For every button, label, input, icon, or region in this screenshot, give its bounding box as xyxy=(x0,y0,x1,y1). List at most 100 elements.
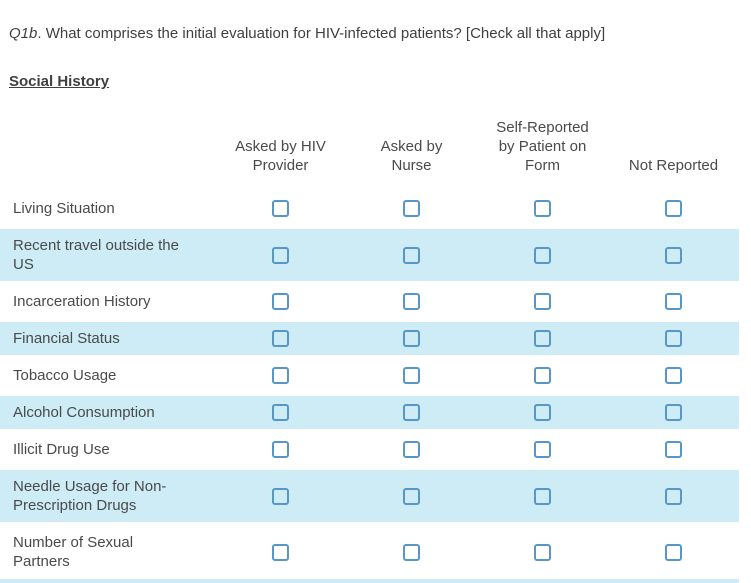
section-title: Social History xyxy=(9,73,110,90)
table-row: Needle Usage for Non-Prescription Drugs xyxy=(0,470,739,522)
checkbox[interactable] xyxy=(665,543,682,561)
checkbox-cell xyxy=(608,246,739,264)
matrix-header-row: Asked by HIV Provider Asked by Nurse Self-… xyxy=(0,104,739,188)
checkbox[interactable] xyxy=(534,293,551,310)
checkbox-cell xyxy=(477,200,608,217)
table-row: Alcohol Consumption xyxy=(0,396,739,429)
checkbox-cell xyxy=(477,487,608,505)
checkbox-cell xyxy=(215,293,346,310)
checkbox-cell xyxy=(608,543,739,561)
row-label: Alcohol Consumption xyxy=(13,404,155,421)
row-label: Recent travel outside the US xyxy=(13,237,179,273)
checkbox[interactable] xyxy=(665,246,682,264)
checkbox-cell xyxy=(608,330,739,347)
column-header-label: Asked by HIV Provider xyxy=(235,138,326,174)
checkbox[interactable] xyxy=(403,330,420,347)
checkbox-cell xyxy=(477,330,608,347)
checkbox[interactable] xyxy=(272,404,289,421)
checkbox-cell xyxy=(477,543,608,561)
table-row: Recent travel outside the US xyxy=(0,229,739,281)
checkbox[interactable] xyxy=(272,487,289,505)
social-history-matrix: Asked by HIV Provider Asked by Nurse Self-… xyxy=(0,104,739,582)
checkbox[interactable] xyxy=(272,367,289,384)
checkbox[interactable] xyxy=(534,404,551,421)
checkbox[interactable] xyxy=(403,246,420,264)
checkbox[interactable] xyxy=(665,441,682,458)
checkbox-cell xyxy=(346,330,477,347)
checkbox-cell xyxy=(215,200,346,217)
column-header-not-reported: Not Reported xyxy=(608,156,739,175)
checkbox-cell xyxy=(346,293,477,310)
question-body: . What comprises the initial evaluation … xyxy=(37,25,606,42)
checkbox-cell xyxy=(608,200,739,217)
checkbox[interactable] xyxy=(665,487,682,505)
checkbox[interactable] xyxy=(665,293,682,310)
checkbox-cell xyxy=(608,367,739,384)
checkbox[interactable] xyxy=(403,200,420,217)
question-text: Q1b. What comprises the initial evaluati… xyxy=(9,24,741,43)
checkbox[interactable] xyxy=(534,330,551,347)
checkbox-cell xyxy=(346,404,477,421)
checkbox[interactable] xyxy=(272,293,289,310)
checkbox[interactable] xyxy=(272,330,289,347)
checkbox-cell xyxy=(215,543,346,561)
table-row: Illicit Drug Use xyxy=(0,429,739,470)
row-label: Incarceration History xyxy=(13,293,151,310)
checkbox[interactable] xyxy=(272,441,289,458)
checkbox-cell xyxy=(215,441,346,458)
checkbox-cell xyxy=(608,293,739,310)
checkbox[interactable] xyxy=(534,246,551,264)
checkbox-cell xyxy=(477,367,608,384)
matrix-rows: Living Situation Recent travel outside th… xyxy=(0,188,739,582)
checkbox[interactable] xyxy=(665,330,682,347)
checkbox-cell xyxy=(477,246,608,264)
row-label: Financial Status xyxy=(13,330,120,347)
column-header-label: Not Reported xyxy=(628,157,719,174)
checkbox-cell xyxy=(477,404,608,421)
row-label: Number of Sexual Partners xyxy=(13,534,134,570)
table-row: Living Situation xyxy=(0,188,739,229)
table-row: Financial Status xyxy=(0,322,739,355)
column-header-label: Asked by Nurse xyxy=(380,138,443,174)
checkbox[interactable] xyxy=(534,200,551,217)
checkbox-cell xyxy=(215,246,346,264)
checkbox-cell xyxy=(477,441,608,458)
checkbox[interactable] xyxy=(403,487,420,505)
table-row: Incarceration History xyxy=(0,281,739,322)
column-header-asked-by-nurse: Asked by Nurse xyxy=(346,137,477,175)
checkbox-cell xyxy=(346,543,477,561)
next-row-partial xyxy=(0,579,739,583)
checkbox[interactable] xyxy=(665,200,682,217)
checkbox-cell xyxy=(346,367,477,384)
checkbox-cell xyxy=(346,200,477,217)
row-label: Living Situation xyxy=(13,200,115,217)
checkbox[interactable] xyxy=(534,441,551,458)
checkbox[interactable] xyxy=(403,367,420,384)
checkbox[interactable] xyxy=(272,200,289,217)
checkbox[interactable] xyxy=(403,543,420,561)
checkbox[interactable] xyxy=(272,246,289,264)
checkbox[interactable] xyxy=(534,487,551,505)
checkbox-cell xyxy=(215,367,346,384)
checkbox[interactable] xyxy=(665,367,682,384)
row-label: Illicit Drug Use xyxy=(13,441,110,458)
checkbox[interactable] xyxy=(534,367,551,384)
checkbox-cell xyxy=(346,441,477,458)
checkbox-cell xyxy=(215,487,346,505)
question-number: Q1b xyxy=(9,25,38,42)
checkbox-cell xyxy=(215,404,346,421)
table-row: Tobacco Usage xyxy=(0,355,739,396)
checkbox[interactable] xyxy=(534,543,551,561)
checkbox[interactable] xyxy=(403,293,420,310)
row-label: Needle Usage for Non-Prescription Drugs xyxy=(13,478,167,514)
checkbox-cell xyxy=(608,487,739,505)
checkbox[interactable] xyxy=(403,441,420,458)
checkbox[interactable] xyxy=(403,404,420,421)
checkbox-cell xyxy=(608,441,739,458)
checkbox[interactable] xyxy=(272,543,289,561)
table-row: Number of Sexual Partners xyxy=(0,522,739,582)
checkbox[interactable] xyxy=(665,404,682,421)
checkbox-cell xyxy=(346,246,477,264)
checkbox-cell xyxy=(215,330,346,347)
